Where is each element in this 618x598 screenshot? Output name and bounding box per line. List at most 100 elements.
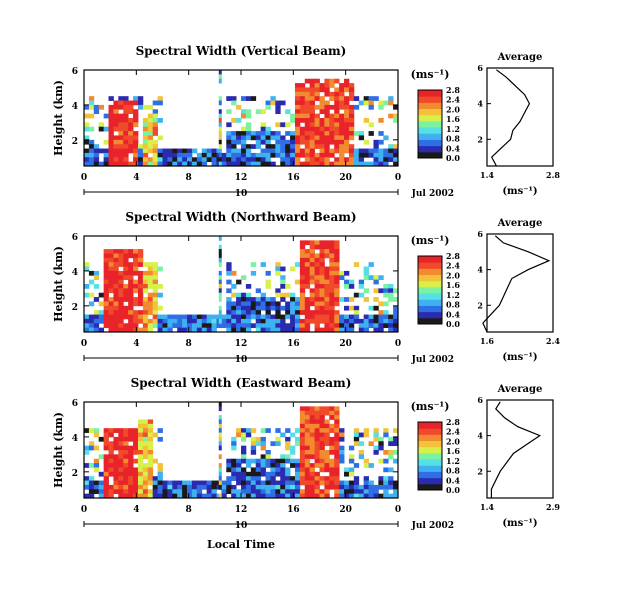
heatmap-cell: [358, 441, 365, 447]
heatmap-cell: [309, 100, 315, 106]
heatmap-cell: [363, 297, 369, 302]
heatmap-cell: [128, 301, 134, 307]
heatmap-cell: [348, 318, 355, 324]
heatmap-cell: [388, 113, 394, 119]
heatmap-cell: [285, 284, 291, 289]
heatmap-cell: [250, 471, 257, 477]
heatmap-cell: [275, 480, 281, 486]
heatmap-cell: [93, 270, 100, 276]
y-tick-label: 4: [72, 434, 78, 444]
heatmap-cell: [128, 284, 134, 289]
heatmap-cell: [108, 327, 114, 333]
heatmap-cell: [373, 288, 379, 294]
heatmap-cell: [245, 493, 252, 499]
heatmap-cell: [218, 249, 222, 254]
heatmap-cell: [231, 323, 237, 329]
heatmap-cell: [314, 410, 320, 416]
heatmap-cell: [304, 310, 311, 315]
heatmap-cell: [348, 327, 355, 333]
heatmap-cell: [108, 288, 114, 294]
colorbar-tick-label: 0.0: [446, 485, 460, 495]
heatmap-cell: [93, 432, 100, 438]
heatmap-cell: [218, 419, 222, 425]
heatmap-cell: [299, 419, 306, 425]
heatmap-cell: [137, 275, 144, 281]
heatmap-cell: [344, 297, 350, 302]
heatmap-cell: [218, 471, 222, 477]
heatmap-cell: [363, 493, 369, 499]
heatmap-cell: [118, 484, 124, 490]
heatmap-cell: [363, 118, 369, 123]
heatmap-cell: [344, 284, 350, 289]
heatmap-cell: [118, 161, 124, 167]
heatmap-cell: [137, 253, 144, 259]
heatmap-cell: [299, 292, 306, 298]
heatmap-cell: [265, 152, 271, 158]
heatmap-cell: [221, 157, 227, 163]
y-tick-label: 4: [72, 268, 78, 278]
heatmap-cell: [304, 489, 311, 495]
heatmap-cell: [191, 327, 198, 333]
heatmap-cell: [304, 139, 311, 145]
heatmap-cell: [241, 96, 247, 101]
heatmap-cell: [206, 152, 212, 158]
avg-x-tick-label: 1.6: [480, 336, 494, 346]
heatmap-cell: [294, 152, 301, 158]
heatmap-cell: [167, 318, 173, 324]
heatmap-cell: [373, 161, 379, 167]
heatmap-cell: [108, 249, 114, 254]
heatmap-cell: [294, 310, 301, 315]
heatmap-cell: [309, 244, 315, 250]
heatmap-cell: [334, 266, 340, 272]
heatmap-cell: [255, 161, 262, 167]
heatmap-cell: [309, 96, 315, 101]
heatmap-cell: [334, 436, 340, 442]
heatmap-cell: [363, 266, 369, 272]
heatmap-cell: [142, 463, 149, 468]
heatmap-cell: [241, 161, 247, 167]
heatmap-cell: [334, 445, 340, 451]
heatmap-cell: [275, 436, 281, 442]
heatmap-cell: [290, 484, 296, 490]
heatmap-cell: [157, 493, 163, 499]
heatmap-cell: [103, 484, 109, 490]
heatmap-cell: [147, 144, 154, 149]
heatmap-cell: [334, 484, 340, 490]
heatmap-cell: [137, 104, 144, 110]
heatmap-cell: [383, 428, 389, 433]
heatmap-cell: [383, 318, 389, 324]
heatmap-cell: [152, 292, 158, 298]
heatmap-cell: [133, 323, 139, 329]
heatmap-cell: [147, 122, 154, 128]
heatmap-cell: [378, 480, 384, 486]
heatmap-cell: [142, 314, 149, 320]
heatmap-cell: [348, 96, 355, 101]
heatmap-cell: [319, 144, 325, 149]
heatmap-cell: [393, 327, 399, 333]
heatmap-cell: [133, 118, 139, 123]
heatmap-cell: [280, 471, 286, 477]
heatmap-cell: [113, 288, 119, 294]
colorbar-unit: (ms⁻¹): [411, 234, 450, 247]
heatmap-cell: [260, 139, 266, 145]
heatmap-cell: [231, 445, 237, 451]
heatmap-cell: [245, 310, 252, 315]
heatmap-cell: [265, 135, 271, 141]
heatmap-cell: [177, 493, 183, 499]
heatmap-cell: [98, 318, 105, 324]
heatmap-cell: [211, 161, 217, 167]
heatmap-cell: [221, 318, 227, 324]
heatmap-cell: [187, 161, 193, 167]
heatmap-cell: [280, 122, 286, 128]
heatmap-cell: [162, 161, 168, 167]
heatmap-cell: [147, 118, 154, 123]
avg-y-tick-label: 6: [477, 395, 483, 405]
heatmap-cell: [88, 428, 95, 433]
heatmap-cell: [373, 489, 379, 495]
heatmap-cell: [319, 100, 325, 106]
heatmap-cell: [378, 458, 384, 464]
heatmap-cell: [378, 441, 384, 447]
heatmap-cell: [182, 157, 188, 163]
heatmap-cell: [245, 135, 252, 141]
heatmap-cell: [260, 441, 266, 447]
